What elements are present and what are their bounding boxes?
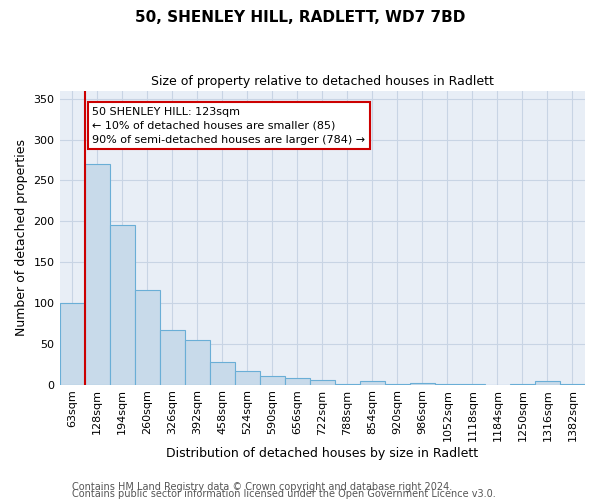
Y-axis label: Number of detached properties: Number of detached properties bbox=[15, 139, 28, 336]
Bar bbox=[134, 290, 160, 384]
Bar bbox=[310, 380, 335, 384]
Bar bbox=[110, 226, 134, 384]
Bar bbox=[185, 340, 209, 384]
Bar bbox=[59, 303, 85, 384]
X-axis label: Distribution of detached houses by size in Radlett: Distribution of detached houses by size … bbox=[166, 447, 478, 460]
Text: 50 SHENLEY HILL: 123sqm
← 10% of detached houses are smaller (85)
90% of semi-de: 50 SHENLEY HILL: 123sqm ← 10% of detache… bbox=[92, 107, 365, 145]
Bar bbox=[209, 362, 235, 384]
Bar bbox=[410, 383, 435, 384]
Bar bbox=[160, 330, 185, 384]
Bar bbox=[85, 164, 110, 384]
Bar bbox=[360, 382, 385, 384]
Bar bbox=[260, 376, 285, 384]
Bar bbox=[535, 382, 560, 384]
Bar bbox=[235, 370, 260, 384]
Text: Contains public sector information licensed under the Open Government Licence v3: Contains public sector information licen… bbox=[72, 489, 496, 499]
Text: Contains HM Land Registry data © Crown copyright and database right 2024.: Contains HM Land Registry data © Crown c… bbox=[72, 482, 452, 492]
Title: Size of property relative to detached houses in Radlett: Size of property relative to detached ho… bbox=[151, 75, 494, 88]
Text: 50, SHENLEY HILL, RADLETT, WD7 7BD: 50, SHENLEY HILL, RADLETT, WD7 7BD bbox=[135, 10, 465, 25]
Bar bbox=[285, 378, 310, 384]
